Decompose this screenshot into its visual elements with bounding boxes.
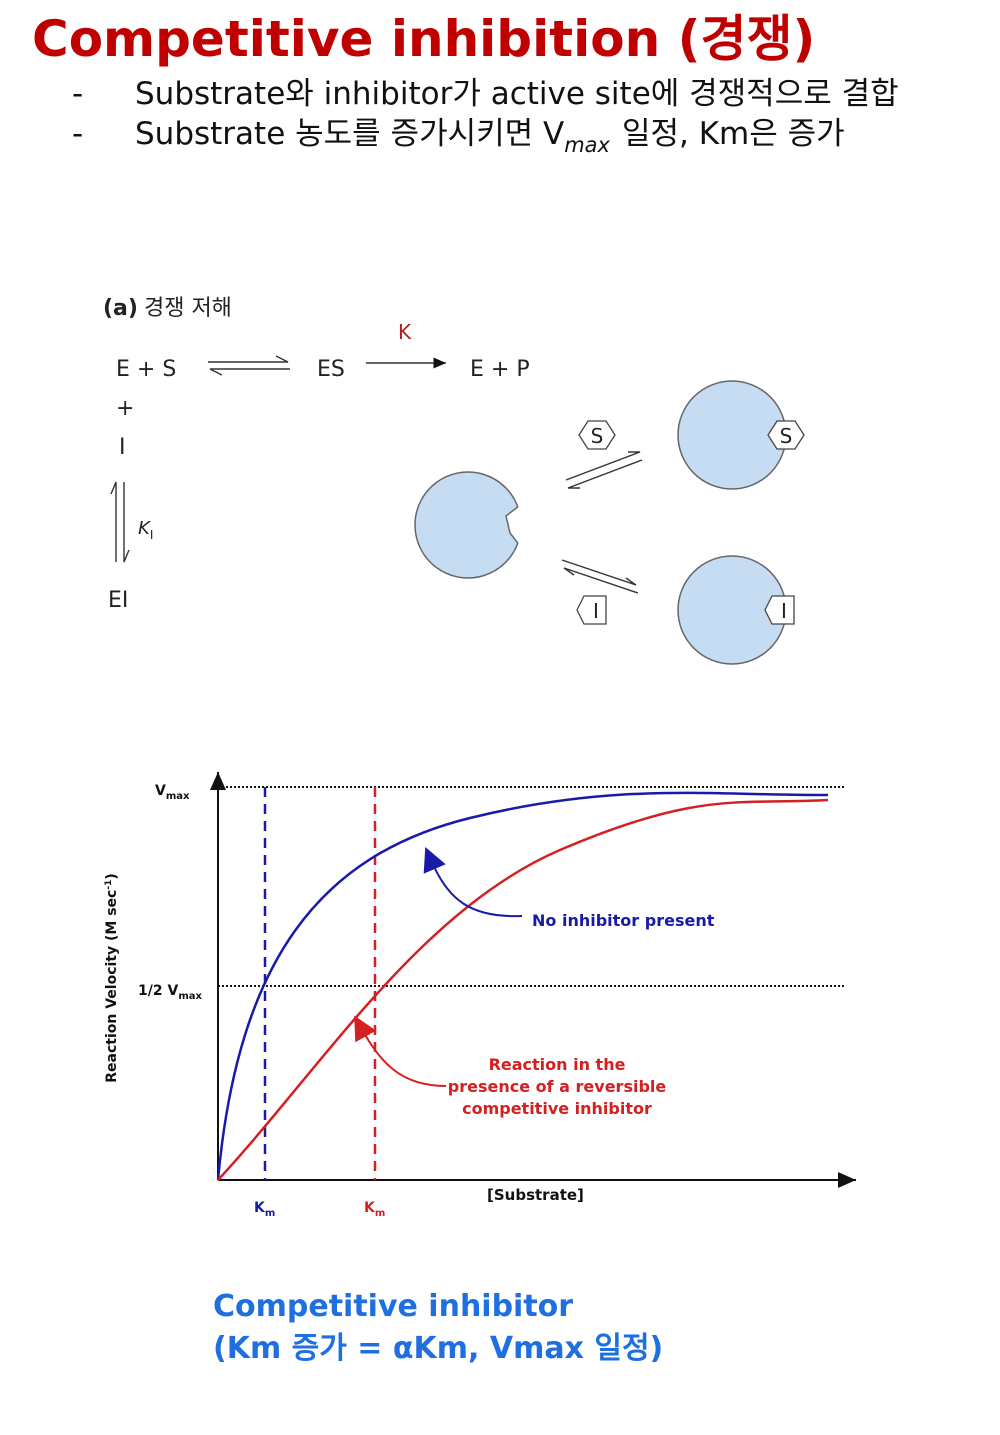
label-text: 경쟁 저해 xyxy=(144,296,232,321)
vmax-subscript: max xyxy=(166,791,190,802)
substrate-tag xyxy=(578,420,616,450)
annotation: presence of a reversible xyxy=(448,1077,667,1096)
km-label: Km xyxy=(364,1200,385,1219)
km-subscript: m xyxy=(265,1208,275,1219)
reactant: E + S xyxy=(116,357,176,382)
bullet-text: Substrate와 inhibitor가 active site에 경쟁적으로… xyxy=(135,76,899,112)
equilibrium-arrow xyxy=(561,559,639,594)
caption: Competitive inhibitor xyxy=(213,1289,573,1324)
plus: + xyxy=(116,396,134,421)
half-vmax-label: 1/2 Vmax xyxy=(138,983,202,1002)
bullet-text: Substrate 농도를 증가시키면 Vmax 일정, Km은 증가 xyxy=(135,116,845,157)
bullet-text-part: Substrate 농도를 증가시키면 V xyxy=(135,116,564,152)
title: Competitive inhibition (경쟁) xyxy=(32,10,815,68)
bullet-marker: - xyxy=(72,116,83,152)
curve-inhibitor xyxy=(217,798,829,1181)
y-axis-text: Reaction Velocity (M sec xyxy=(104,890,120,1083)
enzyme-diagram: S I S I xyxy=(414,380,805,665)
inhibitor-label: I xyxy=(781,599,787,623)
y-axis-text: ) xyxy=(104,873,120,879)
ki-symbol: K xyxy=(138,518,151,539)
inhibitor-tag xyxy=(764,595,795,625)
bullet-marker: - xyxy=(72,76,83,112)
substrate-label: S xyxy=(780,424,793,448)
annotation: Reaction in the xyxy=(489,1055,626,1074)
annotation-arrow xyxy=(423,846,523,918)
equilibrium-arrow xyxy=(110,481,130,563)
y-axis-label: Reaction Velocity (M sec-1) xyxy=(104,873,120,1082)
ki-subscript: I xyxy=(150,528,154,542)
label-prefix: (a) xyxy=(103,296,138,321)
km-symbol: K xyxy=(364,1200,376,1216)
ki-label: KI xyxy=(138,518,153,542)
free-enzyme xyxy=(414,471,519,579)
vmax-symbol: V xyxy=(155,783,166,799)
annotation-arrow xyxy=(354,1015,447,1087)
reaction-scheme: (a) 경쟁 저해 E + S ES K E + P + I KI EI xyxy=(103,296,530,613)
vmax-subscript: max xyxy=(178,991,202,1002)
equilibrium-arrow xyxy=(565,451,643,489)
annotation: competitive inhibitor xyxy=(462,1099,652,1118)
y-axis-superscript: -1 xyxy=(104,880,114,890)
inhibitor-label: I xyxy=(593,599,599,623)
vmax-label: Vmax xyxy=(155,783,190,802)
complex: ES xyxy=(317,357,345,382)
product: E + P xyxy=(470,357,530,382)
inhibitor-tag xyxy=(576,595,607,625)
substrate-tag xyxy=(767,420,805,450)
diagram-label: (a) 경쟁 저해 xyxy=(103,296,232,321)
x-axis-label: [Substrate] xyxy=(487,1186,584,1204)
inhibitor-complex: EI xyxy=(108,588,128,613)
caption: (Km 증가 = αKm, Vmax 일정) xyxy=(213,1331,663,1366)
half-vmax-text: 1/2 V xyxy=(138,983,178,999)
annotation: No inhibitor present xyxy=(532,911,715,930)
velocity-plot: Vmax 1/2 Vmax Reaction Velocity (M sec-1… xyxy=(104,772,856,1219)
bullet-text-part: 일정, Km은 증가 xyxy=(622,116,845,152)
substrate-label: S xyxy=(591,424,604,448)
km-label: Km xyxy=(254,1200,275,1219)
subscript: max xyxy=(564,133,610,157)
rate-constant: K xyxy=(398,320,412,344)
curve-no-inhibitor xyxy=(216,791,829,1181)
km-symbol: K xyxy=(254,1200,266,1216)
km-subscript: m xyxy=(375,1208,385,1219)
inhibitor: I xyxy=(119,435,126,460)
equilibrium-arrow xyxy=(208,355,290,376)
